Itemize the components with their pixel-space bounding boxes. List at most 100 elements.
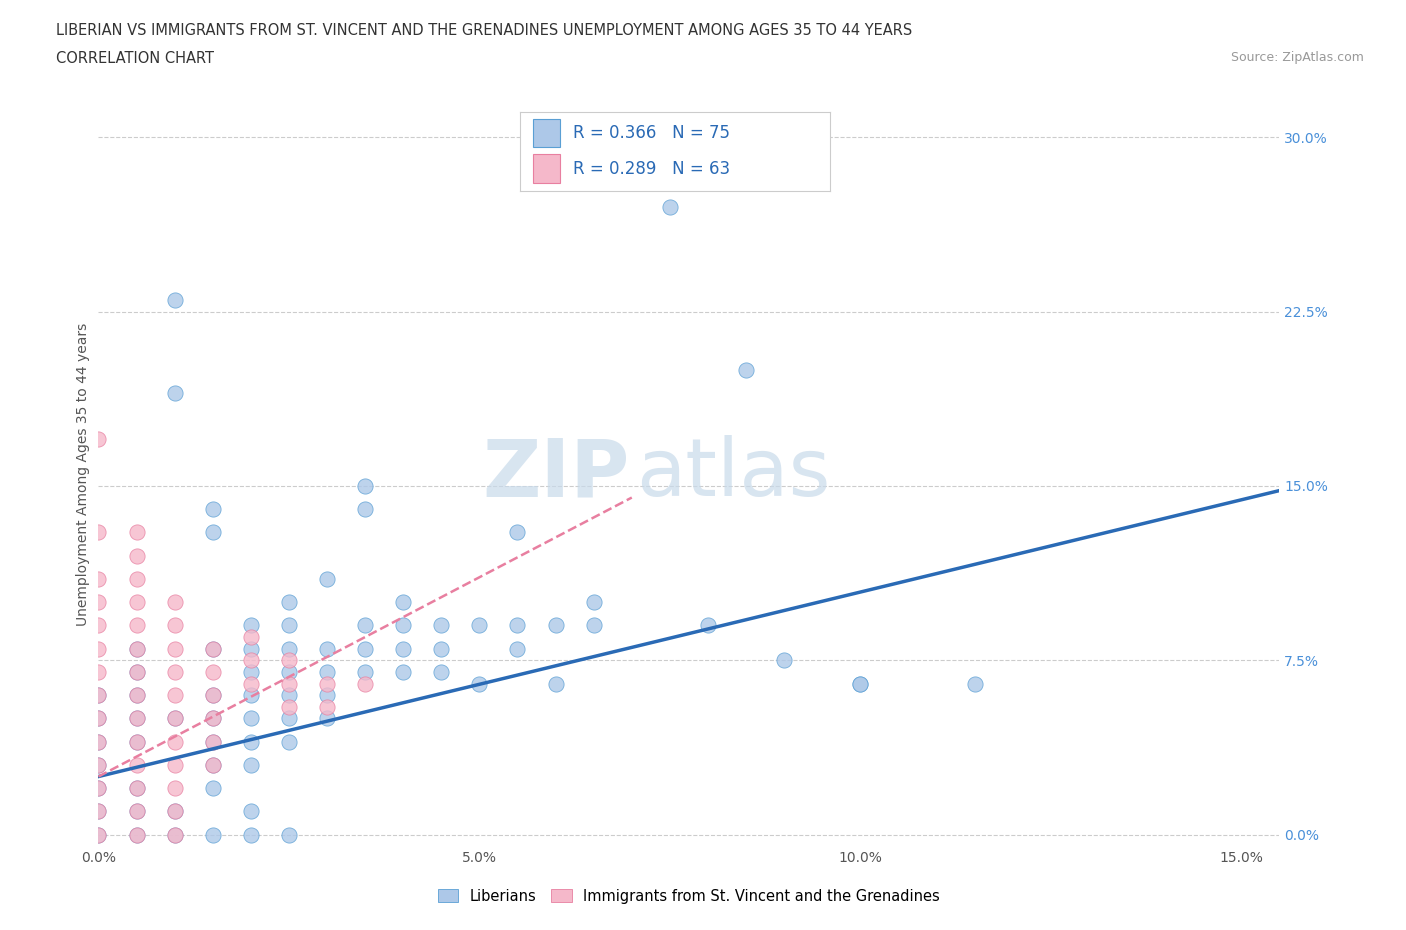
Point [430,618,453,633]
Text: atlas: atlas [636,435,830,513]
Point [277,699,299,714]
Point [125,804,148,819]
Point [163,664,186,679]
Point [392,595,415,610]
Point [354,502,377,517]
Point [239,804,262,819]
Point [316,676,339,691]
Point [87,828,110,843]
Point [125,828,148,843]
Point [316,664,339,679]
Point [87,711,110,726]
Point [87,664,110,679]
Point [163,688,186,703]
Point [87,804,110,819]
Point [277,711,299,726]
Text: R = 0.289   N = 63: R = 0.289 N = 63 [572,160,730,178]
Bar [533,154,561,182]
Point [125,642,148,657]
Point [163,828,186,843]
Point [201,642,224,657]
Point [201,525,224,540]
Point [125,595,148,610]
Point [87,688,110,703]
Point [468,618,491,633]
Point [277,618,299,633]
Point [277,688,299,703]
Point [201,664,224,679]
Point [658,200,681,215]
Point [87,757,110,772]
Text: CORRELATION CHART: CORRELATION CHART [56,51,214,66]
Point [316,711,339,726]
Point [963,676,986,691]
Point [201,502,224,517]
Point [163,642,186,657]
Point [87,828,110,843]
Point [87,688,110,703]
Point [277,642,299,657]
Point [87,595,110,610]
Point [316,699,339,714]
Point [125,804,148,819]
Point [125,688,148,703]
Point [239,688,262,703]
Point [392,664,415,679]
Point [239,630,262,644]
Point [430,642,453,657]
Point [239,653,262,668]
Point [125,711,148,726]
Point [125,549,148,564]
Point [125,571,148,587]
Point [277,595,299,610]
Point [201,711,224,726]
Point [201,781,224,796]
Point [163,386,186,401]
Point [163,711,186,726]
Point [544,676,567,691]
Text: LIBERIAN VS IMMIGRANTS FROM ST. VINCENT AND THE GRENADINES UNEMPLOYMENT AMONG AG: LIBERIAN VS IMMIGRANTS FROM ST. VINCENT … [56,23,912,38]
Text: R = 0.366   N = 75: R = 0.366 N = 75 [572,124,730,142]
Point [354,618,377,633]
Point [506,618,529,633]
Point [125,781,148,796]
Point [239,676,262,691]
Text: Source: ZipAtlas.com: Source: ZipAtlas.com [1230,51,1364,64]
Point [163,711,186,726]
Point [163,757,186,772]
Point [239,735,262,750]
Point [201,735,224,750]
Point [87,757,110,772]
Point [316,688,339,703]
Point [239,711,262,726]
Point [277,828,299,843]
Point [239,664,262,679]
Point [354,664,377,679]
Point [582,618,605,633]
Point [125,735,148,750]
Point [125,664,148,679]
Point [163,804,186,819]
Point [849,676,872,691]
Point [201,688,224,703]
Bar [533,119,561,147]
Point [125,781,148,796]
Point [506,642,529,657]
Point [163,804,186,819]
Point [125,757,148,772]
Point [277,735,299,750]
Point [87,781,110,796]
Point [316,571,339,587]
Text: ZIP: ZIP [482,435,630,513]
Point [87,525,110,540]
Point [392,642,415,657]
Point [277,664,299,679]
Point [87,781,110,796]
Point [316,642,339,657]
Legend: Liberians, Immigrants from St. Vincent and the Grenadines: Liberians, Immigrants from St. Vincent a… [432,883,946,910]
Point [125,735,148,750]
Point [239,642,262,657]
Point [354,642,377,657]
Point [430,664,453,679]
Point [201,711,224,726]
